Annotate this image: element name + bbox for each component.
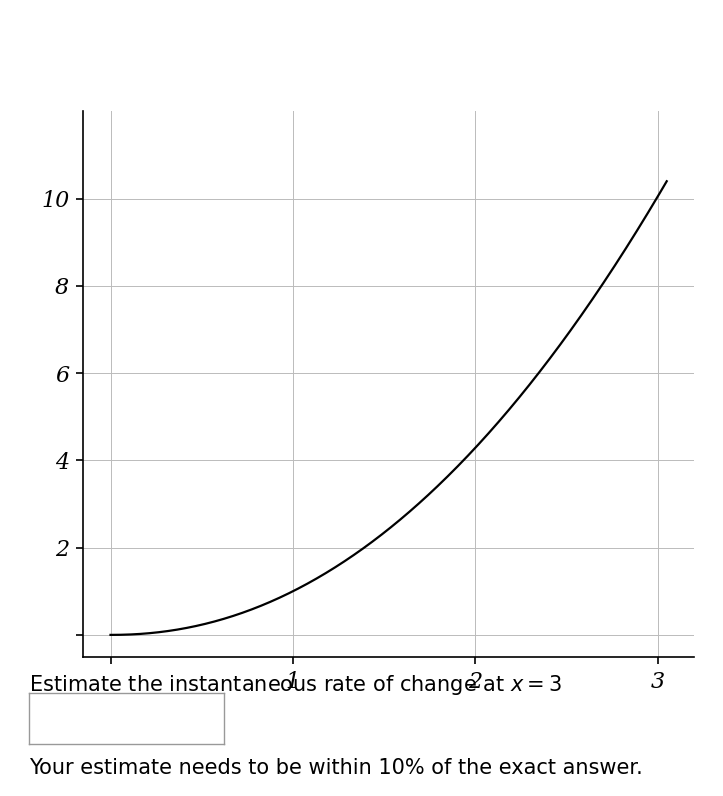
Text: Estimate the instantaneous rate of change at $x = 3$: Estimate the instantaneous rate of chang… xyxy=(29,673,562,696)
Text: Your estimate needs to be within 10% of the exact answer.: Your estimate needs to be within 10% of … xyxy=(29,758,643,778)
